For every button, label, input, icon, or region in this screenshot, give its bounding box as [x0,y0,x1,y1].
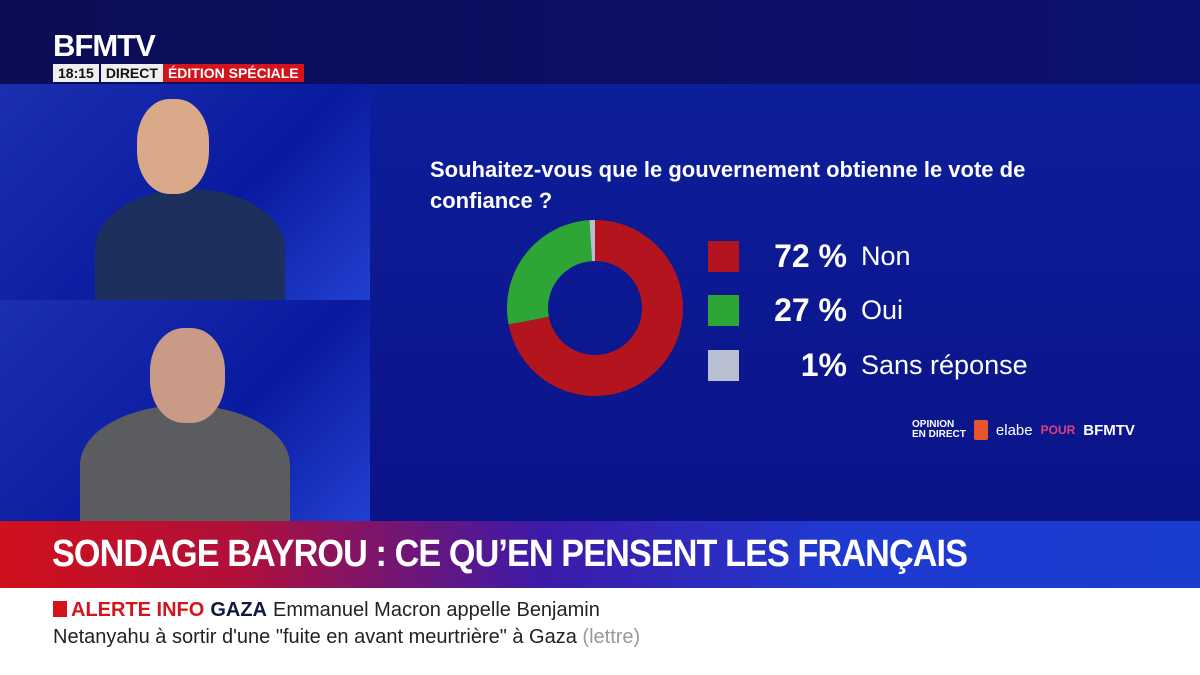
donut-slice-oui [507,220,593,325]
poll-source: OPINION EN DIRECT elabe POUR BFMTV [912,420,1135,440]
legend-label: Oui [861,295,904,325]
legend-item-sans-reponse: 1% Sans réponse [708,347,1028,384]
alert-label: ALERTE INFO [71,599,205,621]
guest-head [150,328,225,423]
alert-square-icon [53,601,67,617]
opinion-en-direct-logo: OPINION EN DIRECT [912,419,966,440]
legend-label: Sans réponse [861,350,1028,380]
legend-item-oui: 27 % Oui [708,292,903,329]
elabe-brand: elabe [995,421,1033,439]
legend-swatch [708,295,739,326]
donut-chart [507,220,683,396]
poll-panel: Souhaitez-vous que le gouvernement obtie… [370,84,1200,521]
video-feed-guest [0,300,370,521]
chart-title: Souhaitez-vous que le gouvernement obtie… [430,157,1026,213]
legend-swatch [708,241,739,272]
presenter-body [95,189,285,300]
channel-logo: BFMTV [53,28,156,63]
elabe-icon [973,420,988,440]
video-feed-presenter [0,84,370,300]
donut-slice-sans-réponse [589,220,595,262]
headline-text: SONDAGE BAYROU : CE QU’EN PENSENT LES FR… [52,533,968,575]
top-bar: BFMTV 18:15 DIRECT ÉDITION SPÉCIALE [0,0,1200,84]
live-label: DIRECT [98,64,163,82]
ticker-line-2: Netanyahu à sortir d'une "fuite en avant… [53,626,577,648]
news-ticker: ALERTE INFO GAZA Emmanuel Macron appelle B… [0,588,1200,675]
presenter-head [137,99,209,194]
legend-value: 1% [800,347,847,383]
legend-item-non: 72 % Non [708,238,911,275]
ticker-topic: GAZA [210,599,268,621]
legend-label: Non [861,241,911,271]
guest-body [80,405,290,521]
edition-label: ÉDITION SPÉCIALE [162,64,304,82]
legend-value: 72 % [774,238,847,274]
donut-slice-non [508,220,683,396]
legend-value: 27 % [774,292,847,328]
legend-swatch [708,350,739,381]
pour-label: POUR [1040,423,1076,437]
bfmtv-brand: BFMTV [1083,421,1135,439]
clock: 18:15 [53,64,99,82]
headline-banner: SONDAGE BAYROU : CE QU’EN PENSENT LES FR… [0,521,1200,588]
ticker-line-1: Emmanuel Macron appelle Benjamin [273,599,600,621]
live-strip: 18:15 DIRECT ÉDITION SPÉCIALE [53,64,304,82]
ticker-note: (lettre) [582,626,641,648]
